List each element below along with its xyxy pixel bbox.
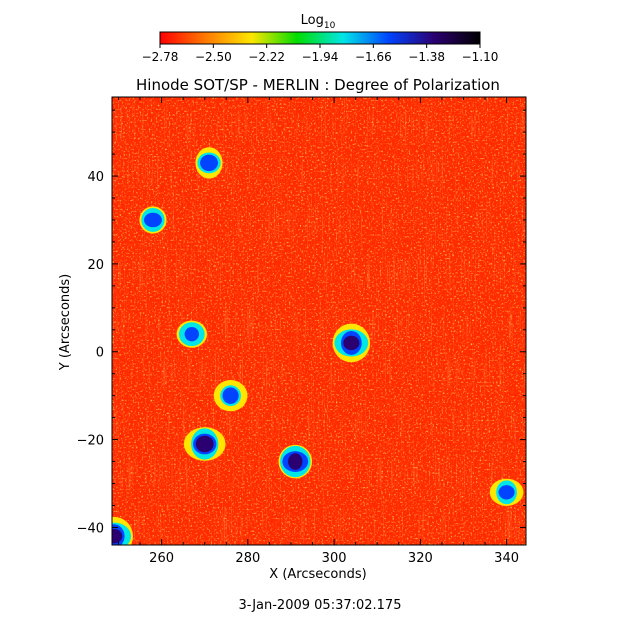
polarization-feature [332,323,371,363]
heatmap-features [112,147,524,545]
x-tick-label: 260 [149,551,174,566]
timestamp: 3-Jan-2009 05:37:02.175 [239,598,402,613]
x-axis-label: X (Arcseconds) [269,567,366,582]
polarization-feature [139,206,167,234]
feature-level [222,387,239,404]
polarization-feature [195,147,223,179]
heatmap-streaks [112,97,526,545]
colorbar-tick-label: −2.78 [142,50,179,64]
feature-level [195,435,214,453]
polarization-feature [176,320,208,348]
feature-level [200,154,218,172]
y-tick-label: −20 [77,434,104,449]
colorbar-tick-label: −1.94 [302,50,339,64]
axes: 260 280 300 320 340 −40 −20 0 20 40 [77,97,526,566]
colorbar-tick-label: −1.38 [408,50,445,64]
colorbar: Log10 −2.78 −2.50 −2.22 −1.94 −1.66 −1.38 −1.1… [142,13,499,64]
plot-frame [111,96,527,546]
x-tick-label: 300 [322,551,347,566]
chart-title: Hinode SOT/SP - MERLIN : Degree of Polar… [136,76,500,94]
feature-level [184,326,199,342]
polarization-feature [489,478,524,506]
polarization-feature [183,427,226,461]
feature-level [343,335,360,351]
feature-level [144,212,162,228]
colorbar-tick-label: −1.10 [462,50,499,64]
polarization-feature [112,516,133,545]
x-tick-label: 340 [494,551,519,566]
polarization-feature [213,380,248,412]
colorbar-label: Log10 [301,13,336,31]
y-tick-label: 20 [87,258,104,273]
polarization-feature [278,444,313,479]
colorbar-gradient [159,31,481,45]
y-tick-label: −40 [77,521,104,536]
y-tick-label: 0 [96,346,104,361]
colorbar-ticks: −2.78 −2.50 −2.22 −1.94 −1.66 −1.38 −1.10 [142,44,499,64]
x-tick-label: 280 [235,551,260,566]
y-axis-label: Y (Arcseconds) [58,274,73,371]
feature-level [112,529,123,544]
y-tick-label: 40 [87,170,104,185]
colorbar-tick-label: −1.66 [355,50,392,64]
heatmap-plot [112,97,526,545]
feature-level [498,485,515,500]
colorbar-tick-label: −2.22 [248,50,285,64]
colorbar-tick-label: −2.50 [195,50,232,64]
feature-level [288,453,303,470]
x-tick-label: 320 [408,551,433,566]
